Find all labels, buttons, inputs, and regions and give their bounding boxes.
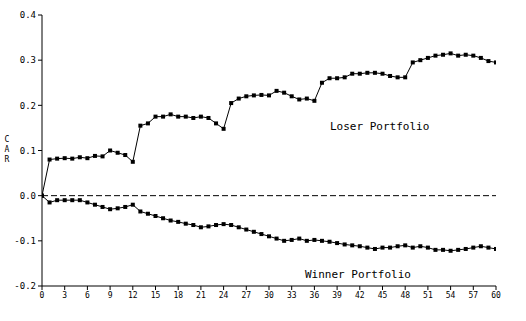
svg-text:36: 36 — [310, 291, 320, 300]
svg-text:0.4: 0.4 — [20, 10, 36, 20]
svg-text:54: 54 — [446, 291, 456, 300]
svg-text:0.2: 0.2 — [20, 101, 36, 111]
svg-text:-0.1: -0.1 — [14, 236, 36, 246]
html-text:Winner Portfolio: Winner Portfolio — [305, 268, 411, 281]
svg-text:3: 3 — [62, 291, 67, 300]
svg-text:0.3: 0.3 — [20, 55, 36, 65]
svg-text:48: 48 — [400, 291, 410, 300]
svg-text:33: 33 — [287, 291, 297, 300]
svg-text:6: 6 — [85, 291, 90, 300]
svg-text:27: 27 — [241, 291, 251, 300]
svg-text:18: 18 — [173, 291, 183, 300]
svg-text:-0.2: -0.2 — [14, 281, 36, 291]
svg-text:21: 21 — [196, 291, 206, 300]
svg-text:0.0: 0.0 — [20, 191, 36, 201]
svg-text:51: 51 — [423, 291, 433, 300]
svg-text:60: 60 — [491, 291, 501, 300]
svg-text:42: 42 — [355, 291, 365, 300]
svg-text:45: 45 — [378, 291, 388, 300]
svg-text:39: 39 — [332, 291, 342, 300]
html-text:R: R — [4, 155, 10, 164]
svg-text:15: 15 — [151, 291, 161, 300]
svg-text:0: 0 — [40, 291, 45, 300]
svg-text:9: 9 — [108, 291, 113, 300]
html-text:C: C — [4, 135, 10, 144]
svg-text:30: 30 — [264, 291, 274, 300]
svg-text:12: 12 — [128, 291, 138, 300]
html-text:A: A — [4, 145, 10, 154]
svg-text:0.1: 0.1 — [20, 146, 36, 156]
svg-text:57: 57 — [468, 291, 478, 300]
html-text:Loser Portfolio: Loser Portfolio — [330, 120, 430, 133]
svg-text:24: 24 — [219, 291, 229, 300]
